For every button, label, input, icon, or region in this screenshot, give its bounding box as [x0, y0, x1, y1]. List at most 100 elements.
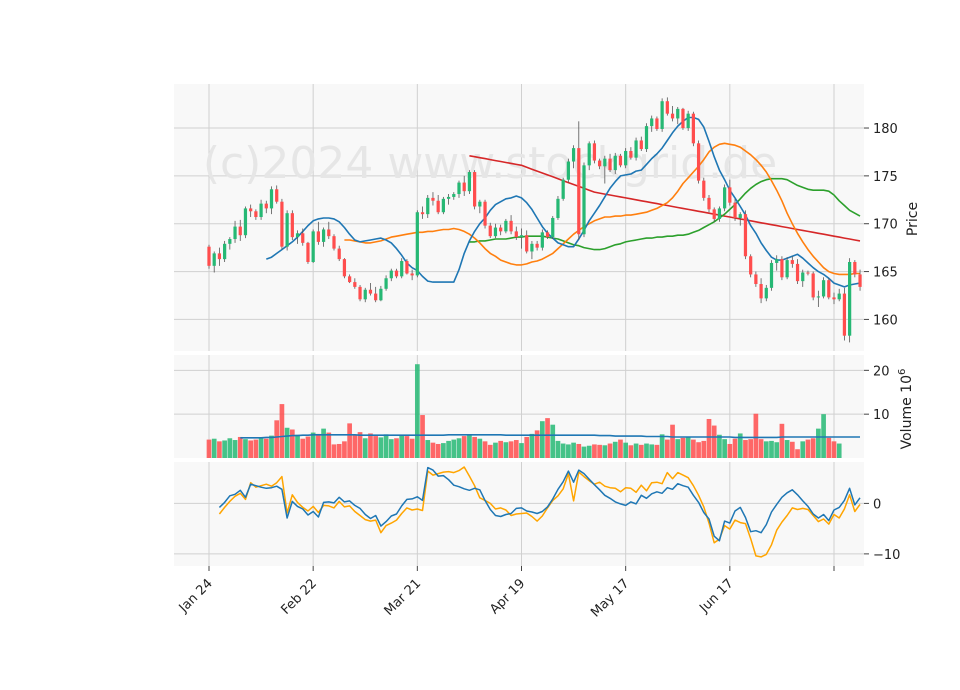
- volume-bar: [222, 440, 227, 458]
- candle-body: [650, 118, 654, 127]
- candle-body: [681, 108, 685, 129]
- candle-body: [207, 246, 211, 266]
- candle-body: [379, 288, 383, 301]
- candle-body: [212, 253, 216, 266]
- candle-body: [280, 201, 284, 247]
- volume-bar: [638, 444, 644, 458]
- volume-bar: [727, 443, 733, 458]
- candle-body: [644, 126, 649, 150]
- candle-body: [801, 272, 805, 282]
- volume-bar: [810, 438, 816, 458]
- volume-bar: [211, 438, 217, 458]
- candle-body: [827, 280, 831, 298]
- candle-body: [608, 158, 612, 171]
- volume-bar: [446, 440, 451, 458]
- candle-body: [249, 208, 253, 212]
- volume-bar: [217, 441, 222, 458]
- volume-bar: [711, 425, 717, 458]
- candle-body: [816, 296, 820, 298]
- volume-bar: [383, 434, 389, 458]
- candle-body: [514, 231, 518, 238]
- candle-body: [342, 259, 347, 277]
- candle-body: [467, 172, 472, 192]
- volume-bar: [508, 441, 514, 458]
- candle-body: [618, 155, 623, 166]
- candle-body: [337, 248, 341, 260]
- volume-bar: [331, 444, 337, 458]
- candle-body: [389, 270, 393, 279]
- volume-bar: [685, 437, 691, 458]
- candle-body: [582, 165, 586, 235]
- candle-body: [670, 113, 675, 119]
- volume-bar: [831, 441, 837, 458]
- volume-bar: [243, 439, 248, 458]
- volume-bar: [295, 434, 300, 458]
- candle-body: [785, 260, 789, 278]
- volume-bar: [550, 424, 556, 458]
- candle-body: [436, 200, 440, 213]
- candle-body: [285, 213, 289, 247]
- x-tick-label: May 17: [588, 576, 632, 620]
- volume-bar: [420, 415, 425, 458]
- volume-bar: [524, 436, 530, 458]
- candle-body: [551, 217, 555, 238]
- volume-bar: [321, 428, 326, 458]
- volume-bar: [316, 433, 321, 458]
- candle-body: [743, 214, 748, 257]
- candle-body: [545, 232, 550, 238]
- volume-bar: [539, 421, 545, 458]
- volume-bar: [805, 439, 811, 458]
- candle-body: [223, 243, 227, 260]
- candle-body: [353, 282, 357, 287]
- volume-bar: [717, 434, 722, 458]
- volume-axis-label-text: Volume: [899, 393, 915, 450]
- candle-body: [493, 227, 498, 237]
- price-ytick-label: 170: [873, 218, 898, 233]
- watermark-text: (c)2024 www.stockgrid.de: [203, 138, 777, 189]
- candle-body: [394, 270, 399, 277]
- volume-bar: [597, 444, 602, 458]
- volume-bar: [232, 440, 238, 458]
- volume-bar: [373, 436, 379, 458]
- candle-body: [566, 161, 570, 180]
- volume-bar: [691, 439, 696, 458]
- candle-body: [405, 261, 409, 274]
- candle-body: [717, 208, 722, 219]
- volume-bar: [425, 440, 431, 458]
- volume-bar: [534, 430, 540, 458]
- candle-body: [426, 197, 430, 215]
- candle-body: [769, 262, 774, 288]
- candle-body: [712, 209, 716, 219]
- volume-bar: [477, 438, 483, 458]
- candle-body: [431, 197, 435, 201]
- volume-bar: [289, 429, 295, 458]
- volume-bar: [206, 439, 212, 458]
- volume-bar: [789, 441, 795, 458]
- oscillator-line-a: [218, 466, 861, 542]
- volume-bar: [394, 438, 399, 458]
- volume-bar: [519, 443, 524, 458]
- volume-bar: [748, 439, 754, 458]
- volume-bar: [529, 433, 535, 458]
- candle-body: [420, 212, 425, 215]
- candle-body: [571, 148, 576, 162]
- candle-body: [363, 289, 367, 300]
- price-ytick-label: 165: [873, 266, 898, 281]
- volume-bar: [352, 435, 358, 458]
- volume-bar: [612, 441, 618, 458]
- candle-body: [629, 150, 633, 158]
- x-axis: Jan 24 Feb 22 Mar 21 Apr 19 May 17 Jun 17: [176, 566, 835, 620]
- x-tick-label: Mar 21: [382, 576, 425, 619]
- volume-bar: [602, 445, 608, 458]
- candle-body: [238, 226, 242, 236]
- candle-body: [556, 198, 560, 218]
- volume-bar: [722, 439, 727, 458]
- volume-bar: [388, 439, 394, 458]
- candle-body: [603, 158, 607, 167]
- candle-body: [733, 202, 737, 218]
- volume-bar: [628, 445, 634, 458]
- candle-body: [509, 220, 513, 232]
- candle-body: [821, 280, 826, 297]
- candle-body: [321, 229, 326, 242]
- candle-body: [795, 263, 800, 282]
